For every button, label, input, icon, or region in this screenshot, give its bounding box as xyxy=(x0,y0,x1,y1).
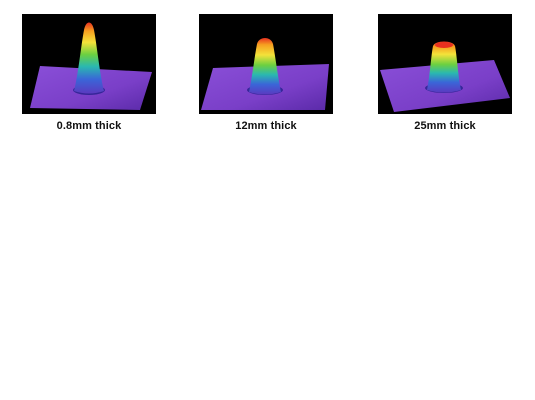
beam-profile-plot-1 xyxy=(22,14,156,114)
beam-profile-panel-2: 12mm thick xyxy=(199,14,333,132)
beam-profile-panel-3: 25mm thick xyxy=(378,14,512,132)
beam-profile-panel-1: 0.8mm thick xyxy=(22,14,156,132)
beam-peak xyxy=(427,41,461,93)
panel-caption-2: 12mm thick xyxy=(235,120,297,132)
panel-caption-1: 0.8mm thick xyxy=(56,120,122,132)
panel-caption-3: 25mm thick xyxy=(414,120,476,132)
beam-peak xyxy=(74,22,104,94)
beam-peak xyxy=(249,38,281,95)
beam-profile-plot-2 xyxy=(199,14,333,114)
beam-profile-plot-3 xyxy=(378,14,512,114)
flat-top xyxy=(435,42,453,48)
